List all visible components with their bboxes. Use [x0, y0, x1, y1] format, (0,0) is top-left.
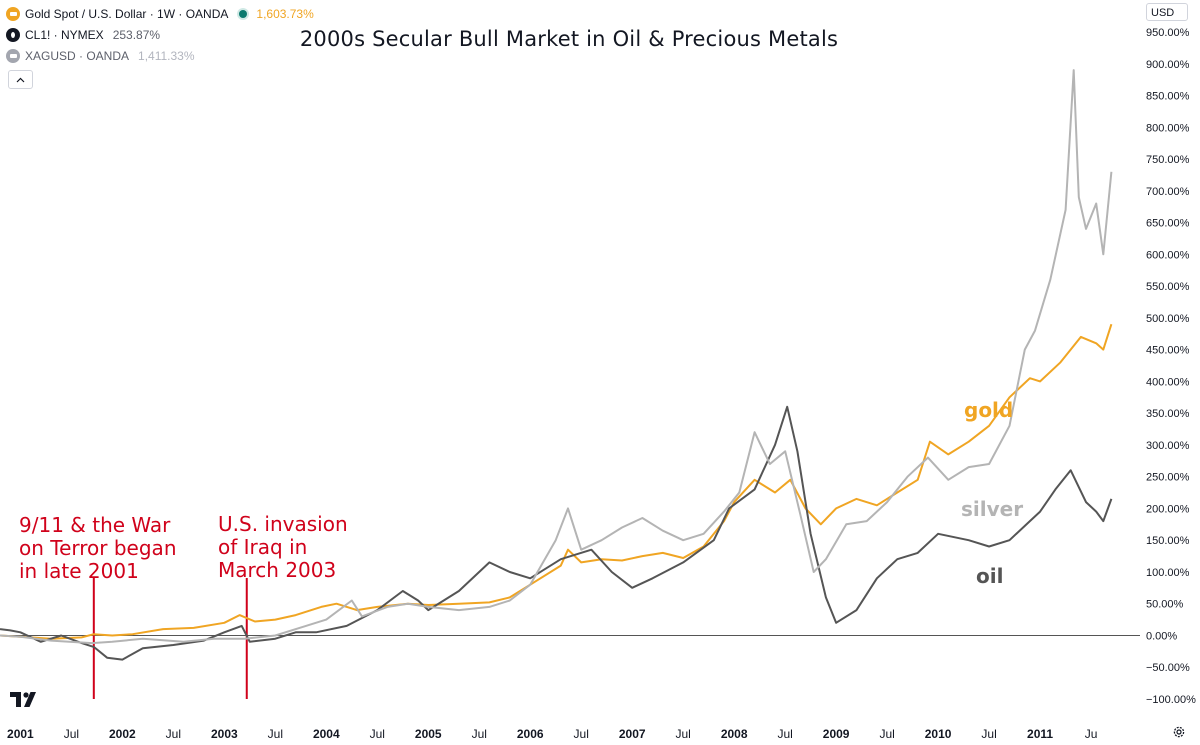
x-axis-ticks: 2001 Jul 2002 Jul 2003 Jul 2004 Jul 2005 Jul 2006 J…: [7, 727, 1097, 741]
legend-pct: 1,603.73%: [256, 6, 314, 21]
x-tick-label: Jul: [370, 727, 385, 741]
series-label: oil: [976, 564, 1003, 588]
annotation-texts: 9/11 & the War on Terror began in late 200…: [19, 512, 348, 583]
y-tick-label: 900.00%: [1146, 59, 1190, 71]
gold-symbol-icon: [6, 6, 20, 21]
y-tick-label: 800.00%: [1146, 122, 1190, 134]
x-tick-label: 2007: [619, 727, 646, 741]
x-tick-label: 2010: [925, 727, 952, 741]
x-tick-label: 2002: [109, 727, 136, 741]
x-tick-label: Jul: [981, 727, 996, 741]
x-tick-label: 2008: [721, 727, 748, 741]
x-tick-label: Jul: [472, 727, 487, 741]
y-tick-label: 750.00%: [1146, 154, 1190, 166]
annotation-text-line: 9/11 & the War: [19, 513, 171, 537]
market-open-icon: [239, 9, 248, 18]
chevron-up-icon: [16, 77, 25, 82]
annotation-text: 9/11 & the War on Terror began in late 200…: [19, 513, 177, 583]
x-tick-label: 2003: [211, 727, 238, 741]
oil-drop-icon: [6, 27, 20, 42]
annotation-text-line: March 2003: [218, 558, 336, 582]
legend-pct: 253.87%: [112, 27, 161, 42]
x-tick-label: 2009: [823, 727, 850, 741]
legend-name: Gold Spot / U.S. Dollar · 1W · OANDA: [25, 6, 229, 21]
x-tick-label: 2005: [415, 727, 442, 741]
x-tick-label: 2001: [7, 727, 34, 741]
series-lines: [0, 69, 1113, 661]
y-tick-label: 600.00%: [1146, 249, 1190, 261]
currency-selector[interactable]: USD: [1146, 3, 1188, 21]
annotation-text-line: on Terror began: [19, 536, 177, 560]
x-tick-label: Ju: [1085, 727, 1098, 741]
y-tick-label: 850.00%: [1146, 91, 1190, 103]
y-tick-label: 350.00%: [1146, 408, 1190, 420]
x-tick-label: 2011: [1027, 727, 1053, 741]
legend-row-silver[interactable]: XAGUSD · OANDA 1,411.33%: [6, 45, 314, 66]
y-tick-label: −50.00%: [1146, 662, 1190, 674]
y-tick-label: 200.00%: [1146, 503, 1190, 515]
y-tick-label: 300.00%: [1146, 440, 1190, 452]
x-tick-label: 2006: [517, 727, 544, 741]
x-tick-label: Jul: [879, 727, 894, 741]
legend-name: CL1! · NYMEX: [25, 27, 104, 42]
x-tick-label: Jul: [676, 727, 691, 741]
y-axis-ticks: 950.00% 900.00% 850.00% 800.00% 750.00% 700.0…: [1146, 27, 1196, 706]
silver-symbol-icon: [6, 48, 20, 63]
y-tick-label: 500.00%: [1146, 313, 1190, 325]
tradingview-logo-icon: [10, 692, 40, 713]
y-tick-label: 0.00%: [1146, 630, 1177, 642]
y-tick-label: 100.00%: [1146, 567, 1190, 579]
annotation-text-line: U.S. invasion: [218, 512, 348, 536]
settings-gear-icon[interactable]: [1172, 725, 1186, 739]
y-tick-label: 950.00%: [1146, 27, 1190, 39]
y-tick-label: 400.00%: [1146, 376, 1190, 388]
legend-row-oil[interactable]: CL1! · NYMEX 253.87%: [6, 24, 314, 45]
annotation-text-line: in late 2001: [19, 559, 139, 583]
legend-pct: 1,411.33%: [138, 48, 195, 63]
legend-row-gold[interactable]: Gold Spot / U.S. Dollar · 1W · OANDA 1,6…: [6, 3, 314, 24]
y-tick-label: 450.00%: [1146, 345, 1190, 357]
y-tick-label: 250.00%: [1146, 472, 1190, 484]
series-line: [0, 69, 1113, 645]
chart-title: 2000s Secular Bull Market in Oil & Preci…: [299, 27, 839, 51]
annotation-text: U.S. invasion of Iraq in March 2003: [218, 512, 348, 582]
x-tick-label: 2004: [313, 727, 340, 741]
x-tick-label: Jul: [166, 727, 181, 741]
series-line: [0, 323, 1113, 640]
series-line: [0, 405, 1113, 661]
x-tick-label: Jul: [777, 727, 792, 741]
x-tick-label: Jul: [574, 727, 589, 741]
x-tick-label: Jul: [64, 727, 79, 741]
legend-name: XAGUSD · OANDA: [25, 48, 130, 63]
series-label: gold: [964, 398, 1013, 422]
y-tick-label: 50.00%: [1146, 599, 1184, 611]
y-tick-label: −100.00%: [1146, 694, 1196, 706]
y-tick-label: 150.00%: [1146, 535, 1190, 547]
series-label: silver: [961, 497, 1023, 521]
y-tick-label: 550.00%: [1146, 281, 1190, 293]
x-tick-label: Jul: [268, 727, 283, 741]
y-tick-label: 700.00%: [1146, 186, 1190, 198]
chart-legend: Gold Spot / U.S. Dollar · 1W · OANDA 1,6…: [6, 3, 314, 66]
collapse-legend-button[interactable]: [8, 70, 33, 89]
annotation-text-line: of Iraq in: [218, 535, 307, 559]
y-tick-label: 650.00%: [1146, 218, 1190, 230]
series-label-group: gold silver oil: [961, 398, 1023, 588]
